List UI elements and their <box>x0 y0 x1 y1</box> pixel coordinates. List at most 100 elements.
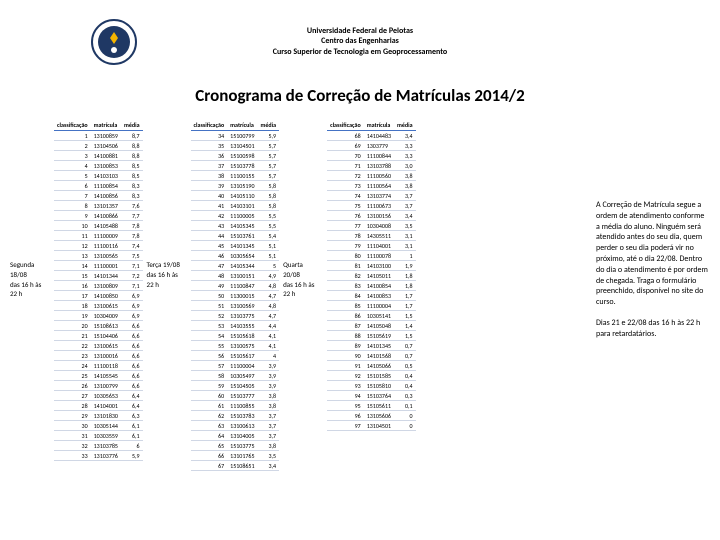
table-row: 41141031015,8 <box>191 201 280 211</box>
rank-cell: 4 <box>54 161 91 171</box>
id-cell: 14100866 <box>91 211 121 221</box>
rank-cell: 16 <box>54 281 91 291</box>
schedule-table: classificaçãomatrículamédia34151007995,9… <box>191 120 280 471</box>
table-row: 47141053445 <box>191 261 280 271</box>
id-cell: 14105011 <box>364 271 394 281</box>
avg-cell: 3,4 <box>394 131 416 141</box>
avg-cell: 7,1 <box>121 281 143 291</box>
table-row: 32131037856 <box>54 441 143 451</box>
column-header: classificação <box>54 120 91 131</box>
avg-cell: 7,8 <box>121 231 143 241</box>
schedule-group: Quarta20/08das 16 h às22 hclassificaçãom… <box>283 120 416 471</box>
rank-cell: 10 <box>54 221 91 231</box>
rank-cell: 50 <box>191 291 228 301</box>
rank-cell: 8 <box>54 201 91 211</box>
id-cell: 13103785 <box>91 441 121 451</box>
rank-cell: 79 <box>327 241 364 251</box>
day-label-line: Quarta <box>283 260 327 270</box>
rank-cell: 32 <box>54 441 91 451</box>
avg-cell: 6,6 <box>121 321 143 331</box>
avg-cell: 0,3 <box>394 391 416 401</box>
id-cell: 13100151 <box>227 271 257 281</box>
id-cell: 11100854 <box>91 181 121 191</box>
id-cell: 11100560 <box>364 171 394 181</box>
id-cell: 15103761 <box>227 231 257 241</box>
avg-cell: 7,1 <box>121 261 143 271</box>
avg-cell: 1,5 <box>394 331 416 341</box>
table-row: 90141015680,7 <box>327 351 416 361</box>
table-row: 80111000781 <box>327 251 416 261</box>
table-row: 37151037785,7 <box>191 161 280 171</box>
rank-cell: 91 <box>327 361 364 371</box>
id-cell: 11100116 <box>91 241 121 251</box>
id-cell: 11100004 <box>364 301 394 311</box>
rank-cell: 53 <box>191 321 228 331</box>
id-cell: 14103101 <box>227 201 257 211</box>
id-cell: 14105066 <box>364 361 394 371</box>
rank-cell: 89 <box>327 341 364 351</box>
column-header: média <box>121 120 143 131</box>
id-cell: 14100856 <box>91 191 121 201</box>
id-cell: 15105810 <box>364 381 394 391</box>
avg-cell: 3,5 <box>258 451 280 461</box>
avg-cell: 3,8 <box>258 441 280 451</box>
id-cell: 11100155 <box>227 171 257 181</box>
day-label-line: 22 h <box>147 280 191 290</box>
table-row: 46103056545,1 <box>191 251 280 261</box>
day-label-line: das 16 h às <box>10 280 54 290</box>
avg-cell: 7,6 <box>121 201 143 211</box>
rank-cell: 15 <box>54 271 91 281</box>
table-row: 12111001167,4 <box>54 241 143 251</box>
rank-cell: 29 <box>54 411 91 421</box>
rank-cell: 36 <box>191 151 228 161</box>
id-cell: 11104001 <box>364 241 394 251</box>
avg-cell: 0,4 <box>394 381 416 391</box>
rank-cell: 63 <box>191 421 228 431</box>
table-row: 26131007996,6 <box>54 381 143 391</box>
instruction-note: A Correção de Matrícula segue a ordem de… <box>596 200 708 350</box>
id-cell: 14105048 <box>364 321 394 331</box>
note-paragraph-1: A Correção de Matrícula segue a ordem de… <box>596 200 708 308</box>
rank-cell: 73 <box>327 181 364 191</box>
avg-cell: 3,1 <box>394 231 416 241</box>
rank-cell: 75 <box>327 201 364 211</box>
id-cell: 14101345 <box>364 341 394 351</box>
avg-cell: 4 <box>258 351 280 361</box>
avg-cell: 0,7 <box>394 351 416 361</box>
table-row: 20151086136,6 <box>54 321 143 331</box>
id-cell: 11100564 <box>364 181 394 191</box>
avg-cell: 3,8 <box>258 401 280 411</box>
avg-cell: 5,7 <box>258 171 280 181</box>
id-cell: 10305144 <box>91 421 121 431</box>
id-cell: 13100809 <box>91 281 121 291</box>
id-cell: 15103777 <box>227 391 257 401</box>
rank-cell: 83 <box>327 281 364 291</box>
table-row: 19103040096,9 <box>54 311 143 321</box>
id-cell: 11100847 <box>227 281 257 291</box>
table-row: 96131056060 <box>327 411 416 421</box>
avg-cell: 5,4 <box>258 231 280 241</box>
rank-cell: 70 <box>327 151 364 161</box>
table-row: 93151058100,4 <box>327 381 416 391</box>
id-cell: 14101568 <box>364 351 394 361</box>
rank-cell: 66 <box>191 451 228 461</box>
id-cell: 13103774 <box>364 191 394 201</box>
rank-cell: 25 <box>54 371 91 381</box>
table-row: 21151044066,6 <box>54 331 143 341</box>
avg-cell: 3,9 <box>258 361 280 371</box>
avg-cell: 4,8 <box>258 301 280 311</box>
rank-cell: 65 <box>191 441 228 451</box>
table-row: 76131001563,4 <box>327 211 416 221</box>
rank-cell: 62 <box>191 411 228 421</box>
avg-cell: 3,7 <box>394 201 416 211</box>
rank-cell: 28 <box>54 401 91 411</box>
id-cell: 15101585 <box>364 371 394 381</box>
table-row: 89141013450,7 <box>327 341 416 351</box>
avg-cell: 1,4 <box>394 321 416 331</box>
table-row: 38111001555,7 <box>191 171 280 181</box>
id-cell: 14103555 <box>227 321 257 331</box>
table-row: 86103051411,5 <box>327 311 416 321</box>
id-cell: 10305654 <box>227 251 257 261</box>
table-row: 70111008443,3 <box>327 151 416 161</box>
day-label: Terça 19/08das 16 h às22 h <box>147 120 191 289</box>
